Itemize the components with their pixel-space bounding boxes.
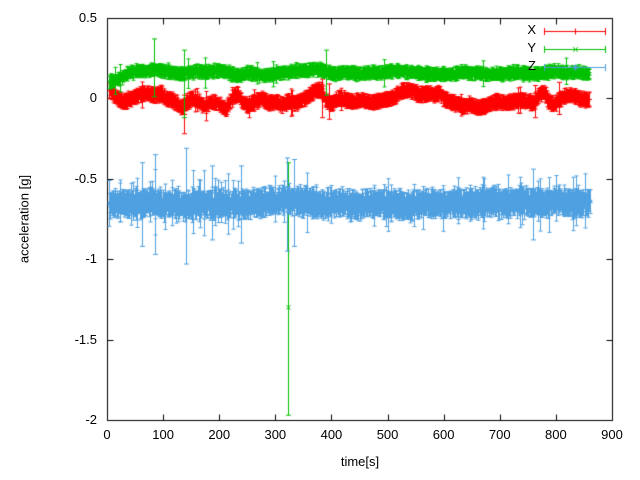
y-tick-label: -1.5	[74, 331, 97, 347]
y-tick-label: 0	[89, 90, 97, 106]
y-tick-label: -0.5	[74, 170, 97, 186]
x-tick-label: 800	[545, 427, 567, 442]
y-tick-label: -1	[85, 251, 97, 267]
y-tick-label: -2	[85, 412, 97, 427]
x-axis-title: time[s]	[340, 454, 380, 469]
y-axis-title: acceleration [g]	[16, 174, 32, 264]
legend-label-y: Y	[527, 40, 536, 55]
y-tick-label: 0.5	[78, 10, 97, 25]
x-tick-label: 900	[601, 427, 623, 442]
x-tick-label: 300	[264, 427, 287, 442]
x-tick-label: 200	[208, 427, 231, 442]
x-tick-label: 500	[376, 427, 399, 442]
x-tick-label: 100	[152, 427, 174, 442]
x-tick-label: 0	[103, 427, 111, 442]
x-tick-label: 400	[320, 427, 343, 442]
x-tick-label: 700	[488, 427, 511, 442]
x-tick-label: 600	[432, 427, 455, 442]
legend-label-x: X	[527, 22, 536, 37]
legend-label-z: Z	[528, 58, 536, 73]
